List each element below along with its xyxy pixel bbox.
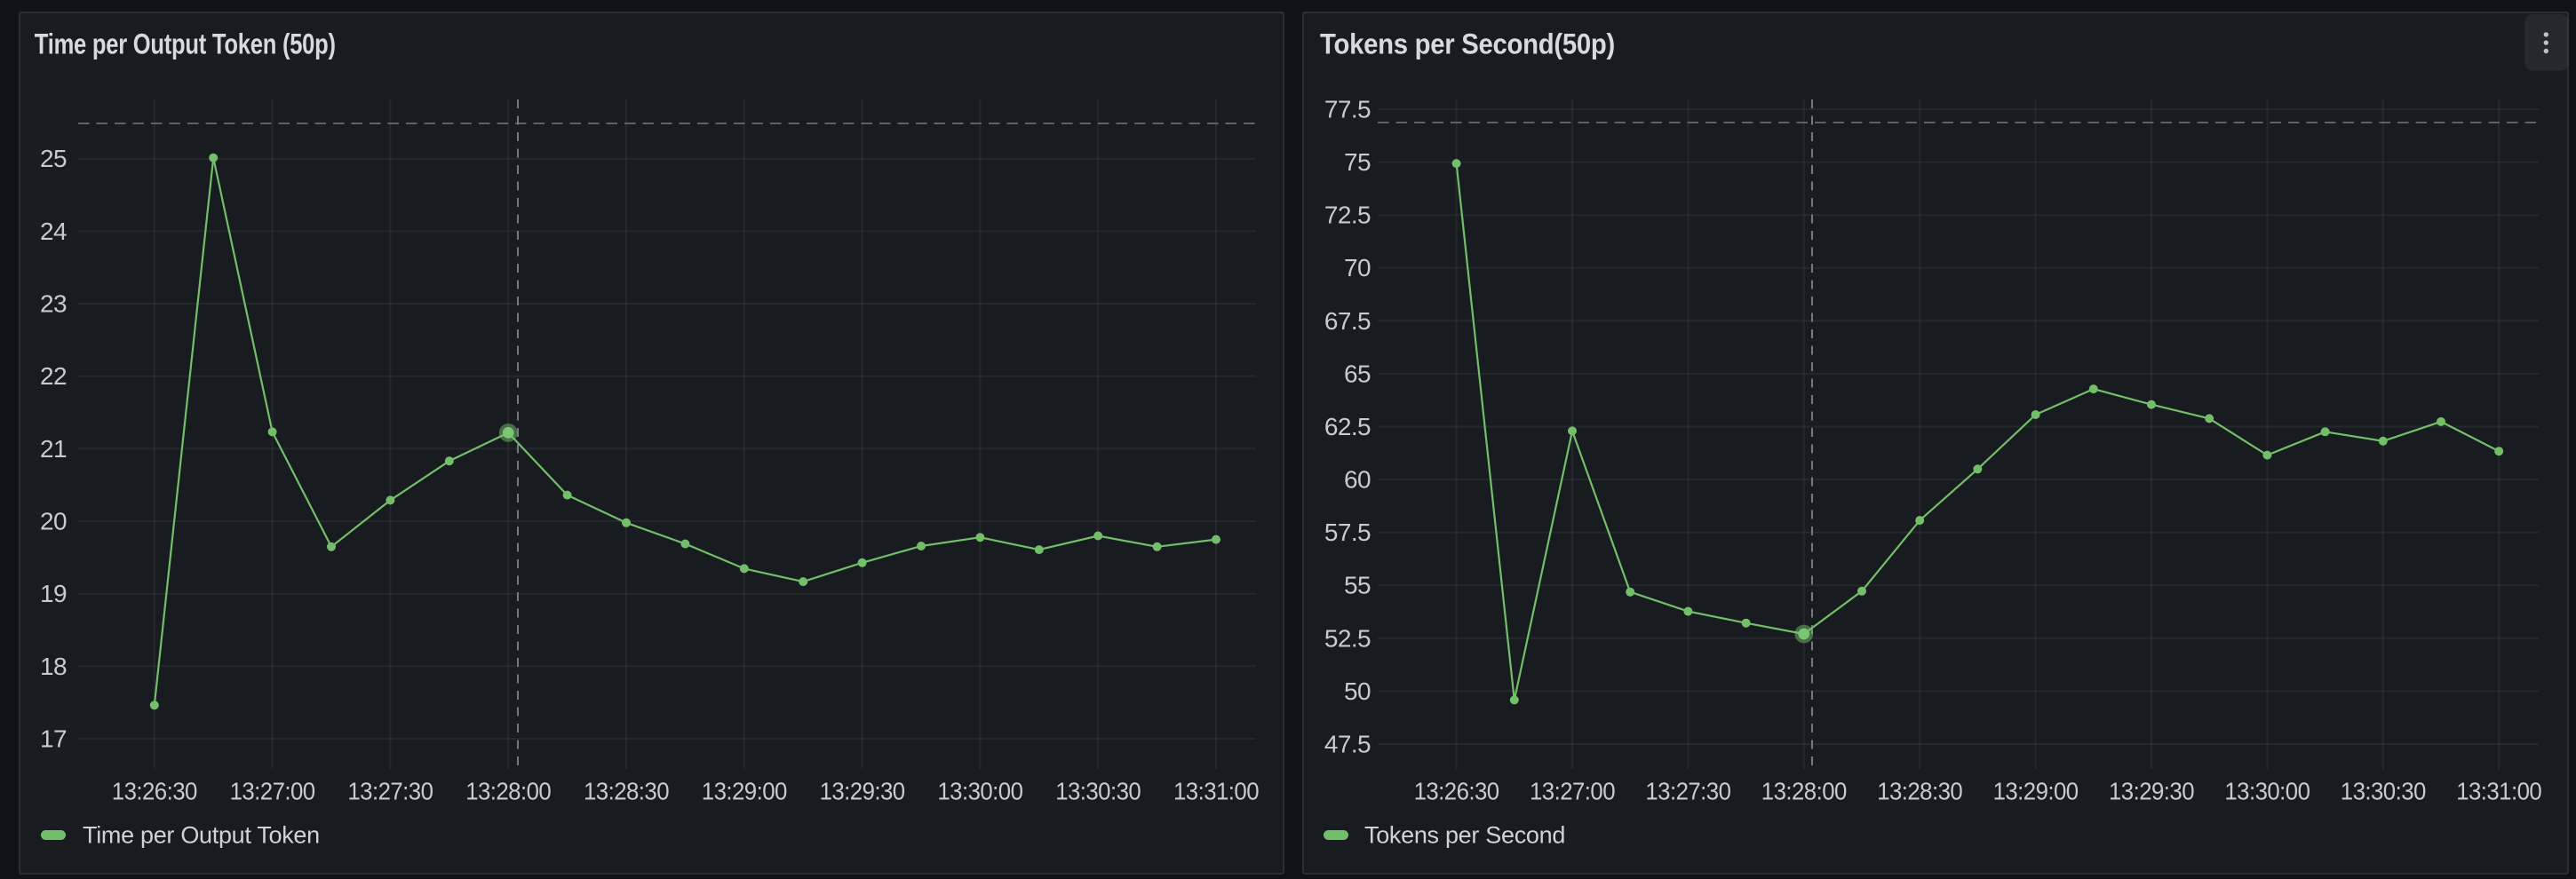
svg-text:24: 24 [40, 218, 67, 245]
svg-text:18: 18 [40, 653, 67, 680]
svg-text:Tokens per Second(50p): Tokens per Second(50p) [1320, 28, 1615, 60]
svg-text:52.5: 52.5 [1324, 624, 1371, 652]
svg-text:13:30:30: 13:30:30 [2341, 778, 2426, 805]
svg-text:22: 22 [40, 362, 67, 390]
svg-text:13:30:00: 13:30:00 [937, 778, 1022, 805]
svg-text:13:29:00: 13:29:00 [1993, 778, 2079, 805]
svg-text:60: 60 [1344, 466, 1371, 494]
svg-text:13:31:00: 13:31:00 [1173, 778, 1259, 805]
svg-text:13:27:30: 13:27:30 [347, 778, 433, 805]
svg-text:13:28:30: 13:28:30 [584, 778, 669, 805]
svg-text:55: 55 [1344, 572, 1371, 599]
svg-text:23: 23 [40, 290, 67, 318]
svg-text:13:27:00: 13:27:00 [1530, 778, 1615, 805]
svg-text:Time per Output Token (50p): Time per Output Token (50p) [35, 28, 336, 60]
svg-text:19: 19 [40, 580, 67, 607]
svg-text:62.5: 62.5 [1324, 413, 1371, 440]
svg-text:21: 21 [40, 435, 67, 463]
svg-text:13:26:30: 13:26:30 [1414, 778, 1499, 805]
svg-text:75: 75 [1344, 148, 1371, 176]
svg-text:13:30:30: 13:30:30 [1055, 778, 1141, 805]
svg-text:47.5: 47.5 [1324, 731, 1371, 758]
svg-text:65: 65 [1344, 360, 1371, 387]
svg-text:50: 50 [1344, 677, 1371, 705]
svg-text:20: 20 [40, 508, 67, 535]
svg-text:13:27:30: 13:27:30 [1645, 778, 1730, 805]
svg-text:17: 17 [40, 725, 67, 753]
svg-text:13:30:00: 13:30:00 [2224, 778, 2310, 805]
svg-text:Tokens per Second: Tokens per Second [1364, 822, 1565, 849]
svg-text:77.5: 77.5 [1324, 96, 1371, 123]
svg-text:25: 25 [40, 145, 67, 172]
svg-text:13:27:00: 13:27:00 [230, 778, 315, 805]
svg-text:57.5: 57.5 [1324, 519, 1371, 546]
svg-text:13:29:00: 13:29:00 [702, 778, 787, 805]
svg-text:13:28:30: 13:28:30 [1877, 778, 1962, 805]
svg-text:13:28:00: 13:28:00 [1761, 778, 1847, 805]
svg-text:13:26:30: 13:26:30 [112, 778, 197, 805]
svg-text:Time per Output Token: Time per Output Token [83, 822, 320, 849]
svg-text:13:31:00: 13:31:00 [2456, 778, 2541, 805]
svg-text:13:28:00: 13:28:00 [465, 778, 551, 805]
svg-text:13:29:30: 13:29:30 [2109, 778, 2194, 805]
svg-text:70: 70 [1344, 254, 1371, 281]
svg-text:13:29:30: 13:29:30 [820, 778, 905, 805]
svg-text:72.5: 72.5 [1324, 202, 1371, 229]
svg-text:67.5: 67.5 [1324, 307, 1371, 335]
